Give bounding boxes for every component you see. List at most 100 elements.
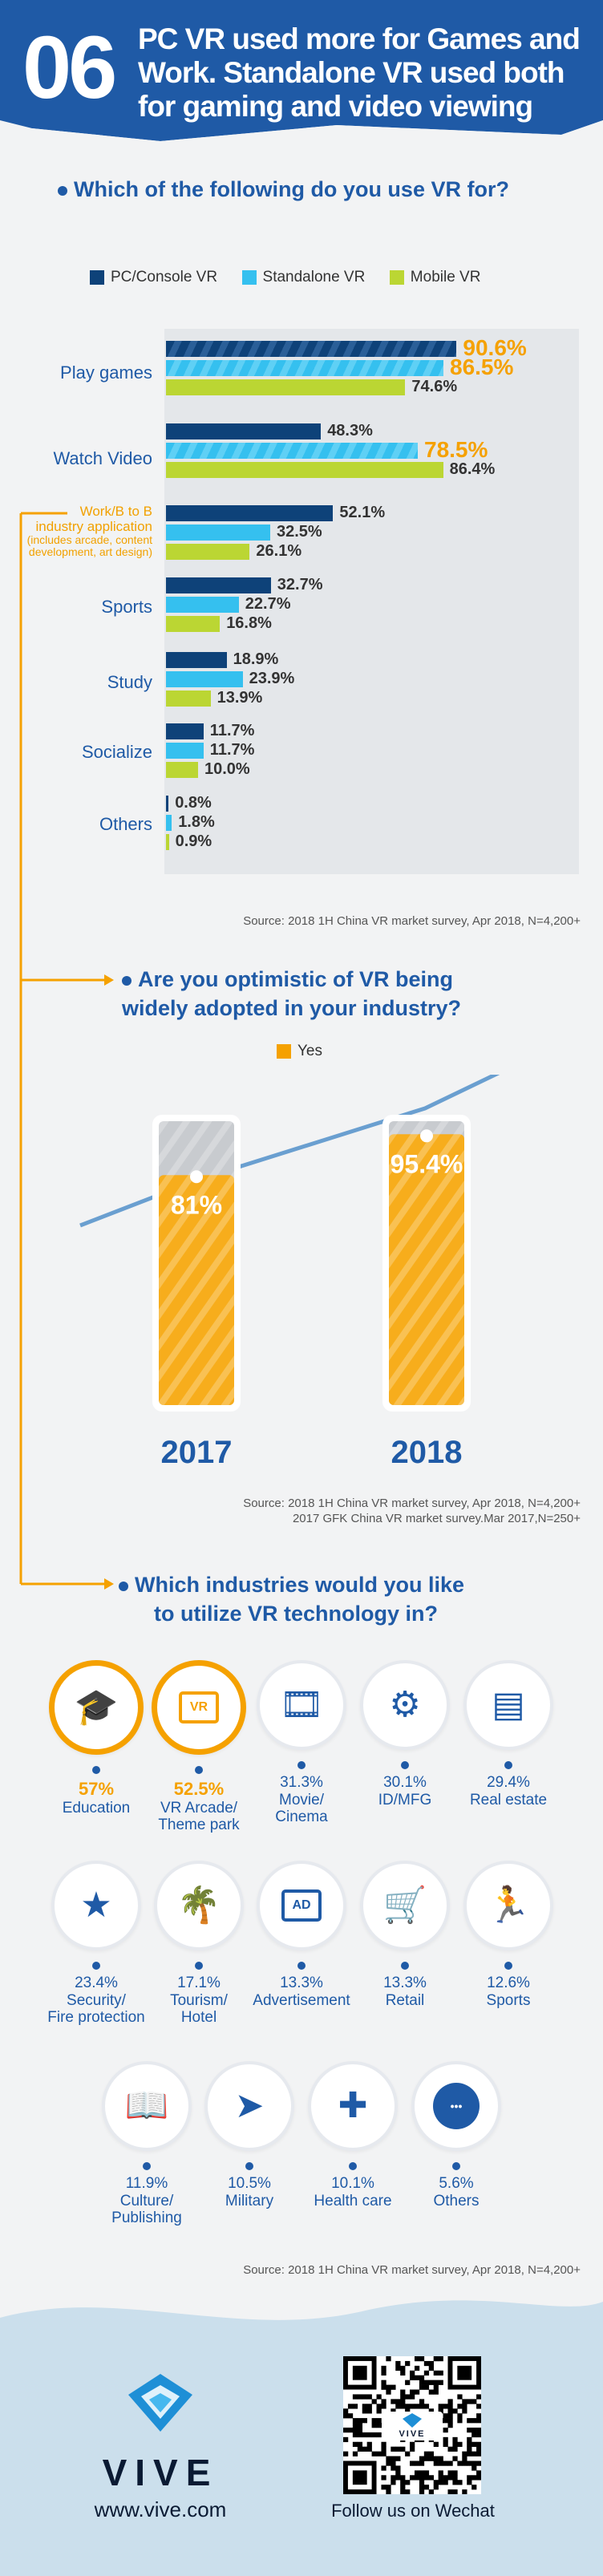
industry-circle: AD [257, 1861, 346, 1950]
legend-swatch [277, 1044, 291, 1059]
industry-dot [143, 2162, 151, 2170]
industry-name: Publishing [111, 2209, 182, 2226]
qr-brand: VIVE [399, 2429, 426, 2439]
industry-dot [401, 1761, 409, 1769]
qr-vive-logo-icon [403, 2413, 422, 2428]
industry-circle: ✚ [308, 2061, 398, 2151]
tube-fill-2017 [159, 1175, 234, 1405]
bullet-icon [119, 1581, 128, 1591]
industry-dot [297, 1761, 306, 1769]
legend-label: Yes [297, 1043, 322, 1059]
qr-center-badge: VIVE [382, 2412, 443, 2440]
legend-swatch [90, 270, 104, 285]
industry-name: Military [225, 2193, 274, 2209]
tube-fill-2018 [389, 1134, 464, 1405]
industry-percent: 31.3% [280, 1774, 323, 1791]
q3-question-line: Which industries would you like [119, 1570, 568, 1599]
wechat-caption: Follow us on Wechat [331, 2501, 495, 2521]
industry-item: 📖 11.9% Culture/Publishing [83, 2061, 211, 2226]
q2-question-line: widely adopted in your industry? [122, 996, 462, 1020]
industry-name: Movie/ [279, 1792, 324, 1808]
bullet-icon [58, 185, 67, 196]
industry-circle: ••• [411, 2061, 501, 2151]
industry-item: 🌴 17.1% Tourism/Hotel [135, 1861, 263, 2026]
category-work-b2b: Work/B to B industry application (includ… [16, 504, 152, 558]
page-title: PC VR used more for Games and Work. Stan… [138, 22, 587, 124]
category-line: (includes arcade, content [26, 533, 152, 546]
q1-legend: PC/Console VR Standalone VR Mobile VR [90, 269, 501, 289]
section-number: 06 [22, 18, 117, 117]
industry-item: 🎓 57% Education [32, 1660, 160, 1817]
industry-circle: 🎓 [49, 1660, 144, 1755]
header-banner [0, 0, 603, 152]
shield-star-icon: ★ [80, 1885, 112, 1925]
tube-2017: 81% 2017 [152, 1115, 241, 1470]
category-watch-video: Watch Video [53, 448, 152, 468]
industry-name: Retail [385, 1992, 425, 2009]
industry-item: AD 13.3% Advertisement [237, 1861, 366, 2009]
industry-item: ➤ 10.5% Military [185, 2061, 314, 2209]
legend-yes: Yes [277, 1043, 322, 1060]
brand-url[interactable]: www.vive.com [94, 2497, 227, 2521]
industry-name: Culture/ [119, 2193, 174, 2209]
industry-item: VR 52.5% VR Arcade/Theme park [135, 1660, 263, 1833]
industry-percent: 12.6% [487, 1975, 530, 1991]
connector-lines [19, 512, 114, 1590]
category-play-games: Play games [60, 363, 152, 383]
industry-item: ✚ 10.1% Health care [289, 2061, 417, 2209]
q3-question: Which industries would you like to utili… [119, 1570, 568, 1628]
industry-name: Theme park [158, 1817, 240, 1833]
industry-name: Cinema [275, 1808, 328, 1825]
legend-label: Mobile VR [410, 269, 481, 286]
industry-circle: 🌴 [154, 1861, 244, 1950]
industry-dot [452, 2162, 460, 2170]
tube-value-label: 95.4% [391, 1149, 463, 1178]
industry-dot [297, 1962, 306, 1970]
shopping-cart-icon: 🛒 [382, 1885, 427, 1925]
source-line: 2017 GFK China VR market survey.Mar 2017… [292, 1512, 581, 1525]
industry-dot [195, 1766, 203, 1774]
industry-item: ⚙ 30.1% ID/MFG [341, 1660, 469, 1808]
industry-dot [245, 2162, 253, 2170]
category-socialize: Socialize [81, 742, 152, 762]
source-line: Source: 2018 1H China VR market survey, … [243, 1497, 581, 1510]
industry-percent: 5.6% [439, 2175, 474, 2192]
building-icon: ▤ [492, 1685, 525, 1724]
industry-percent: 57% [78, 1779, 115, 1799]
industry-percent: 23.4% [75, 1975, 118, 1991]
trend-point [420, 1129, 433, 1143]
category-sports: Sports [101, 597, 152, 617]
year-label: 2017 [161, 1435, 233, 1470]
legend-pc-console: PC/Console VR [90, 269, 217, 286]
gears-icon: ⚙ [389, 1685, 421, 1724]
category-line: development, art design) [28, 545, 152, 558]
industry-circle: VR [152, 1660, 246, 1755]
industry-dot [504, 1761, 512, 1769]
book-icon: 📖 [124, 2086, 169, 2125]
brand-name: VIVE [102, 2452, 219, 2493]
year-label: 2018 [391, 1435, 463, 1470]
industry-name: Health care [314, 2193, 392, 2209]
industry-dot [92, 1962, 100, 1970]
bullet-icon [122, 975, 132, 986]
q2-question: Are you optimistic of VR being widely ad… [122, 965, 571, 1023]
industry-item: ••• 5.6% Others [392, 2061, 520, 2209]
ad-board-icon: AD [281, 1889, 322, 1922]
ellipsis-icon: ••• [433, 2083, 480, 2129]
legend-swatch [389, 270, 404, 285]
industry-circle: ▤ [463, 1660, 553, 1750]
q1-question: Which of the following do you use VR for… [58, 175, 509, 204]
industry-circle: 🏃 [463, 1861, 553, 1950]
graduation-cap-icon: 🎓 [74, 1687, 119, 1727]
industry-circle: ⚙ [360, 1660, 450, 1750]
palm-tree-icon: 🌴 [176, 1885, 221, 1925]
industry-circle: ➤ [204, 2061, 294, 2151]
industry-dot [504, 1962, 512, 1970]
industry-name: VR Arcade/ [160, 1800, 238, 1817]
industry-name: Sports [486, 1992, 531, 2009]
title-line: for gaming and video viewing [138, 90, 533, 123]
q2-legend: Yes [277, 1043, 343, 1063]
legend-label: Standalone VR [262, 269, 366, 286]
bullet-icon: ➤ [234, 2086, 265, 2125]
q1-source: Source: 2018 1H China VR market survey, … [243, 914, 581, 928]
